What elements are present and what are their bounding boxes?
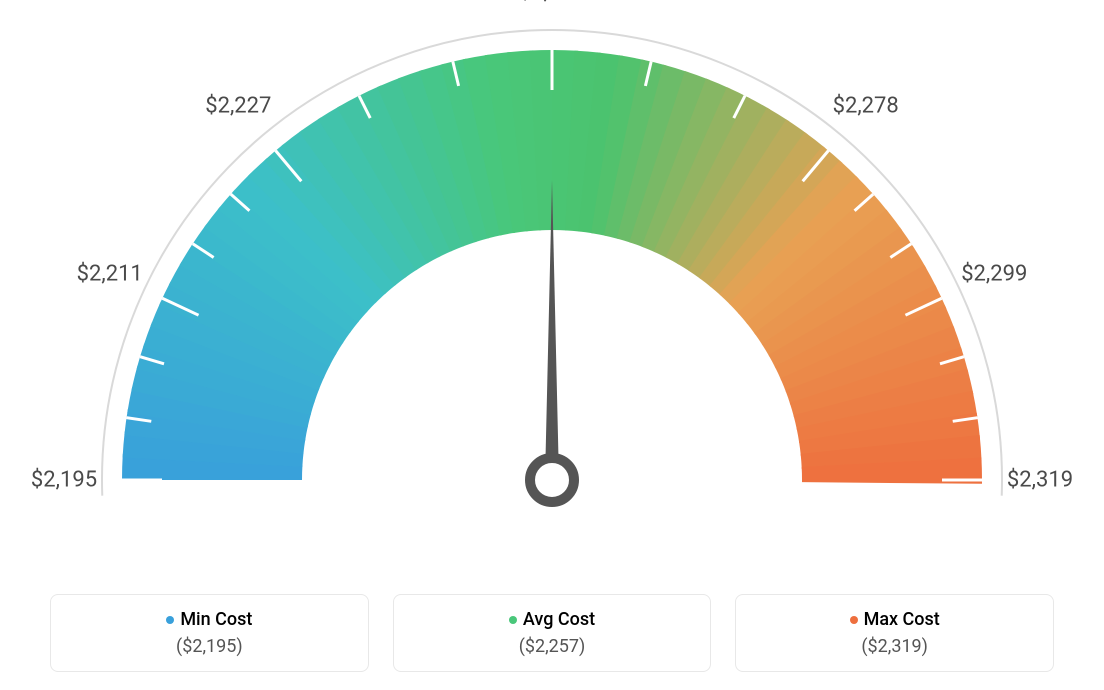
gauge-tick-label: $2,227: [205, 94, 271, 119]
dot-icon: [509, 616, 517, 624]
legend-card-max: Max Cost ($2,319): [735, 594, 1054, 673]
legend-label-max-text: Max Cost: [864, 609, 940, 630]
gauge-tick-label: $2,278: [833, 94, 899, 119]
gauge: $2,195$2,211$2,227$2,257$2,278$2,299$2,3…: [52, 10, 1052, 570]
gauge-svg: [52, 10, 1052, 570]
cost-gauge-container: $2,195 $2,211 $2,227 $2,257 $2,278 $2,299 $2,3…: [0, 0, 1104, 690]
legend-card-min: Min Cost ($2,195): [50, 594, 369, 673]
gauge-tick-label: $2,257: [519, 0, 585, 5]
gauge-tick-label: $2,299: [961, 261, 1027, 286]
gauge-tick-label: $2,195: [31, 468, 97, 493]
legend-label-min: Min Cost: [166, 609, 252, 630]
legend-row: Min Cost ($2,195) Avg Cost ($2,257) Max …: [50, 594, 1054, 673]
gauge-tick-label: $2,211: [77, 261, 143, 286]
dot-icon: [166, 616, 174, 624]
legend-card-avg: Avg Cost ($2,257): [393, 594, 712, 673]
legend-label-avg-text: Avg Cost: [523, 609, 595, 630]
dot-icon: [850, 616, 858, 624]
legend-label-min-text: Min Cost: [180, 609, 252, 630]
legend-label-max: Max Cost: [850, 609, 940, 630]
legend-value-min: ($2,195): [61, 636, 358, 657]
gauge-tick-label: $2,319: [1007, 468, 1073, 493]
legend-value-avg: ($2,257): [404, 636, 701, 657]
legend-value-max: ($2,319): [746, 636, 1043, 657]
legend-label-avg: Avg Cost: [509, 609, 595, 630]
